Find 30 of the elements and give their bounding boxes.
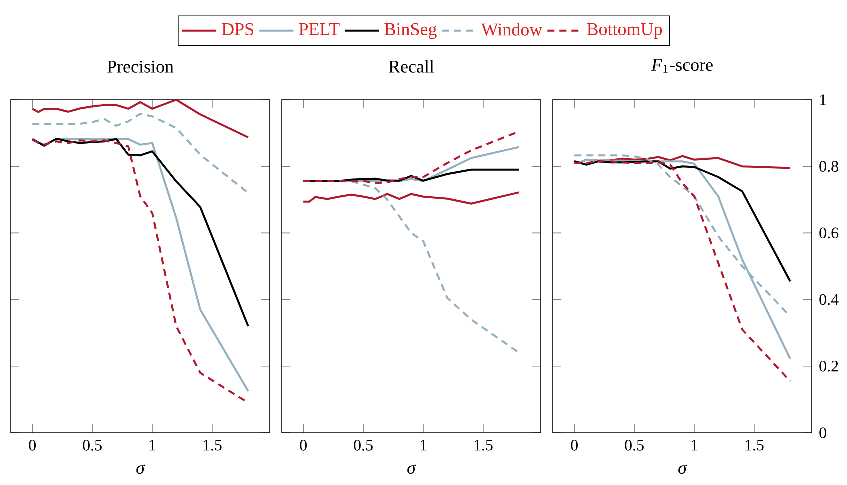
legend-label: Window xyxy=(481,23,543,36)
line-series xyxy=(574,160,792,282)
y-tick-label: 0.8 xyxy=(820,161,838,172)
legend-label: PELT xyxy=(299,23,340,36)
x-tick-label: 1 xyxy=(420,440,427,451)
chart-title: Recall xyxy=(389,60,434,73)
x-axis-title: σ xyxy=(408,464,417,474)
y-tick-label: 0.2 xyxy=(820,360,838,372)
chart-title: F$_{1}$-score xyxy=(651,59,713,73)
legend-label: BinSeg xyxy=(384,23,437,40)
x-tick-label: 1 xyxy=(692,440,698,451)
y-tick-label: 0.4 xyxy=(820,294,839,306)
chart-title: Precision xyxy=(108,60,174,73)
x-tick-label: 0 xyxy=(571,440,578,451)
x-tick-label: 1.5 xyxy=(474,440,493,451)
x-axis-title: σ xyxy=(136,464,146,474)
y-tick-label: 1 xyxy=(820,94,826,106)
x-tick-label: 0.5 xyxy=(625,440,644,451)
legend-label: BottomUp xyxy=(587,23,662,40)
x-axis-title: σ xyxy=(678,464,688,474)
x-tick-label: 0 xyxy=(29,440,36,451)
x-tick-label: 1.5 xyxy=(204,440,222,451)
y-tick-label: 0.6 xyxy=(820,228,839,239)
x-tick-label: 1.5 xyxy=(746,440,764,451)
x-tick-label: 0 xyxy=(300,440,307,451)
x-tick-label: 0.5 xyxy=(354,440,373,451)
y-tick-label: 0 xyxy=(820,428,826,438)
legend-label: DPS xyxy=(222,23,254,36)
x-tick-label: 1 xyxy=(150,440,156,451)
x-tick-label: 0.5 xyxy=(83,440,102,451)
